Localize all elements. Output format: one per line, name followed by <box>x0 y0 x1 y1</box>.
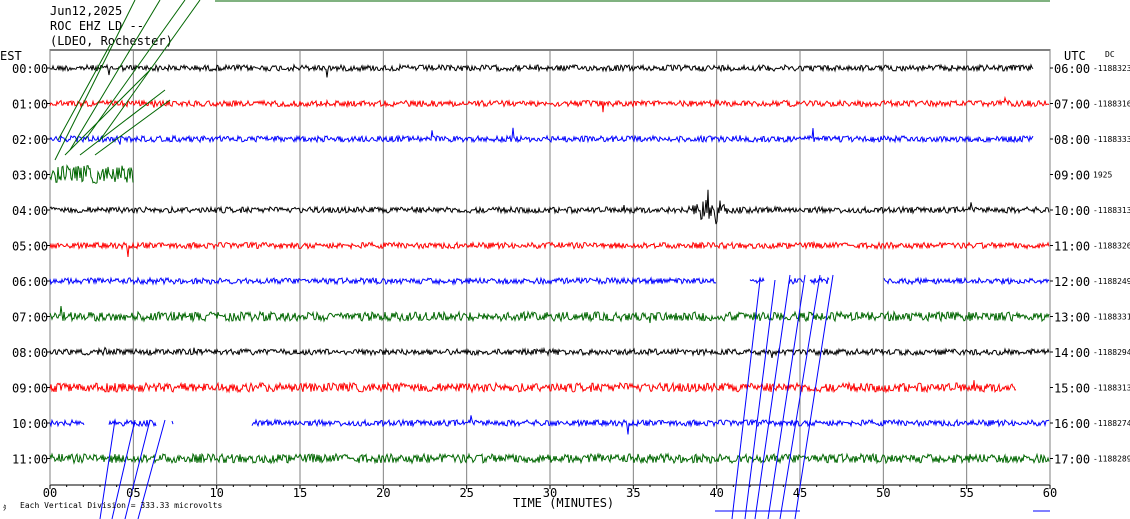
est-hour-label: 04:00 <box>12 204 48 218</box>
x-axis-title: TIME (MINUTES) <box>513 496 614 510</box>
header-station: ROC EHZ LD -- <box>50 19 144 33</box>
corner-mark: ﾀ <box>3 504 7 512</box>
gap-connector-line <box>99 419 116 519</box>
utc-hour-label: 12:00 <box>1054 275 1090 289</box>
x-tick-label: 55 <box>959 486 973 500</box>
x-tick-label: 25 <box>459 486 473 500</box>
dc-offset-label: -1188249 <box>1093 277 1130 286</box>
header-date: Jun12,2025 <box>50 4 123 18</box>
gap-connector-line <box>779 274 821 519</box>
x-tick-label: 40 <box>709 486 723 500</box>
utc-hour-label: 07:00 <box>1054 98 1090 112</box>
dc-offset-label: -1188316 <box>1093 100 1130 109</box>
trace-line <box>49 276 717 286</box>
utc-hour-label: 15:00 <box>1054 382 1090 396</box>
est-hour-label: 06:00 <box>12 275 48 289</box>
dc-offset-label: -1188313 <box>1093 206 1130 215</box>
trace-line <box>49 240 1050 258</box>
scale-note: Each Vertical Division = 333.33 microvol… <box>20 501 222 510</box>
utc-hour-label: 09:00 <box>1054 169 1090 183</box>
trace-line <box>49 63 1034 78</box>
utc-hour-label: 17:00 <box>1054 453 1090 467</box>
trace-line <box>49 346 1050 359</box>
est-hour-label: 11:00 <box>12 453 48 467</box>
trace-line <box>49 127 1034 145</box>
dc-offset-label: 1925 <box>1093 171 1112 180</box>
est-hour-label: 03:00 <box>12 169 48 183</box>
trace-line <box>251 415 1050 435</box>
x-tick-label: 50 <box>876 486 890 500</box>
utc-hour-label: 08:00 <box>1054 133 1090 147</box>
trace-line <box>49 95 1050 113</box>
gap-connector-line <box>94 99 171 156</box>
utc-hour-label: 11:00 <box>1054 240 1090 254</box>
gap-connector-line <box>754 274 791 519</box>
trace-line <box>49 164 134 184</box>
x-tick-label: 30 <box>543 486 557 500</box>
dc-offset-label: -1188274 <box>1093 419 1130 428</box>
utc-hour-label: 14:00 <box>1054 346 1090 360</box>
trace-line <box>883 276 1050 286</box>
utc-hour-label: 13:00 <box>1054 311 1090 325</box>
trace-line <box>788 278 804 285</box>
trace-line <box>49 306 1050 324</box>
x-tick-label: 05 <box>126 486 140 500</box>
gap-connector-line <box>64 69 151 156</box>
est-hour-label: 08:00 <box>12 346 48 360</box>
trace-line <box>171 420 174 425</box>
utc-hour-label: 10:00 <box>1054 204 1090 218</box>
left-axis-title: EST <box>0 49 22 63</box>
gap-connector-line <box>84 0 186 141</box>
est-hour-label: 00:00 <box>12 62 48 76</box>
grid-lines <box>47 49 1053 489</box>
x-tick-label: 00 <box>43 486 57 500</box>
gap-connector-lines <box>54 0 834 519</box>
trace-line <box>49 380 1017 394</box>
gap-connector-line <box>69 0 161 151</box>
x-tick-label: 35 <box>626 486 640 500</box>
dc-offset-label: -1188326 <box>1093 242 1130 251</box>
dc-offset-label: -1188294 <box>1093 348 1130 357</box>
dc-offset-label: -1188331 <box>1093 313 1130 322</box>
est-hour-label: 07:00 <box>12 311 48 325</box>
gap-connector-line <box>794 274 834 519</box>
x-tick-label: 60 <box>1043 486 1057 500</box>
gap-connector-line <box>731 279 761 519</box>
utc-hour-label: 06:00 <box>1054 62 1090 76</box>
x-tick-label: 20 <box>376 486 390 500</box>
gap-connector-line <box>767 274 806 519</box>
gap-connector-line <box>54 0 136 161</box>
est-hour-label: 02:00 <box>12 133 48 147</box>
header-network: (LDEO, Rochester) <box>50 34 173 48</box>
trace-line <box>49 418 85 428</box>
x-tick-label: 10 <box>209 486 223 500</box>
x-tick-label: 45 <box>793 486 807 500</box>
est-hour-label: 09:00 <box>12 382 48 396</box>
dc-offset-label: -1188289 <box>1093 455 1130 464</box>
x-tick-label: 15 <box>293 486 307 500</box>
utc-hour-label: 16:00 <box>1054 417 1090 431</box>
est-hour-label: 01:00 <box>12 98 48 112</box>
gap-connector-line <box>124 419 151 519</box>
trace-line <box>749 276 765 285</box>
seismic-traces <box>49 63 1050 465</box>
gap-connector-line <box>79 89 166 156</box>
est-hour-label: 05:00 <box>12 240 48 254</box>
gap-connector-line <box>137 419 166 519</box>
gap-connector-line <box>744 279 776 519</box>
gap-connector-line <box>111 419 136 519</box>
dc-offset-label: -1188323 <box>1093 64 1130 73</box>
dc-offset-label: -1188333 <box>1093 135 1130 144</box>
trace-line <box>49 452 1050 465</box>
right-axis-title: UTC <box>1064 49 1086 63</box>
dc-axis-title: DC <box>1105 50 1115 59</box>
est-hour-label: 10:00 <box>12 417 48 431</box>
dc-offset-label: -1188313 <box>1093 384 1130 393</box>
gap-connector-line <box>57 44 111 141</box>
trace-line <box>49 189 1050 225</box>
